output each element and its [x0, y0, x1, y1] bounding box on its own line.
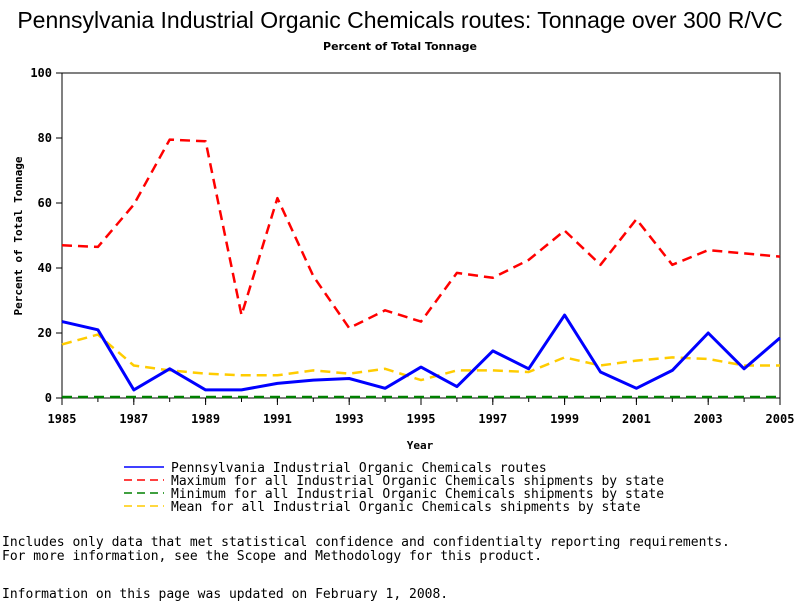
legend-label: Minimum for all Industrial Organic Chemi…	[171, 487, 664, 502]
y-axis-label: Percent of Total Tonnage	[12, 156, 25, 315]
x-tick-label: 1991	[263, 412, 292, 426]
legend-label: Pennsylvania Industrial Organic Chemical…	[171, 461, 547, 476]
x-tick-label: 1993	[335, 412, 364, 426]
series-line-0	[61, 313, 781, 392]
y-tick-label: 0	[45, 391, 52, 405]
x-tick-label: 2003	[694, 412, 723, 426]
plot-area	[61, 72, 781, 399]
series-line-3	[61, 333, 780, 382]
legend-label: Mean for all Industrial Organic Chemical…	[171, 500, 641, 515]
y-tick-label: 20	[38, 326, 52, 340]
chart-title: Pennsylvania Industrial Organic Chemical…	[17, 7, 782, 33]
y-tick-label: 100	[30, 66, 52, 80]
methodology-note: For more information, see the Scope and …	[2, 549, 543, 564]
x-tick-label: 1987	[119, 412, 148, 426]
series-lines	[61, 138, 781, 399]
legend: Pennsylvania Industrial Organic Chemical…	[124, 461, 664, 515]
line-chart: Pennsylvania Industrial Organic Chemical…	[12, 7, 795, 515]
x-tick-label: 2001	[622, 412, 651, 426]
y-tick-label: 40	[38, 261, 52, 275]
series-line-1	[61, 138, 781, 330]
x-tick-label: 2005	[766, 412, 795, 426]
y-tick-label: 80	[38, 131, 52, 145]
x-tick-label: 1985	[48, 412, 77, 426]
x-axis-label: Year	[407, 439, 434, 452]
confidence-note: Includes only data that met statistical …	[2, 535, 730, 550]
x-axis: 1985 1987 1989 1991 1993 1995 1997 1999 2001 2003…	[48, 398, 795, 426]
x-tick-label: 1989	[191, 412, 220, 426]
y-axis: 0 20 40 60 80 100	[30, 66, 62, 405]
x-tick-label: 1999	[550, 412, 579, 426]
y-tick-label: 60	[38, 196, 52, 210]
update-note: Information on this page was updated on …	[2, 587, 449, 602]
chart-subtitle: Percent of Total Tonnage	[323, 40, 477, 53]
x-tick-label: 1995	[407, 412, 436, 426]
x-tick-label: 1997	[478, 412, 507, 426]
legend-label: Maximum for all Industrial Organic Chemi…	[171, 474, 664, 489]
